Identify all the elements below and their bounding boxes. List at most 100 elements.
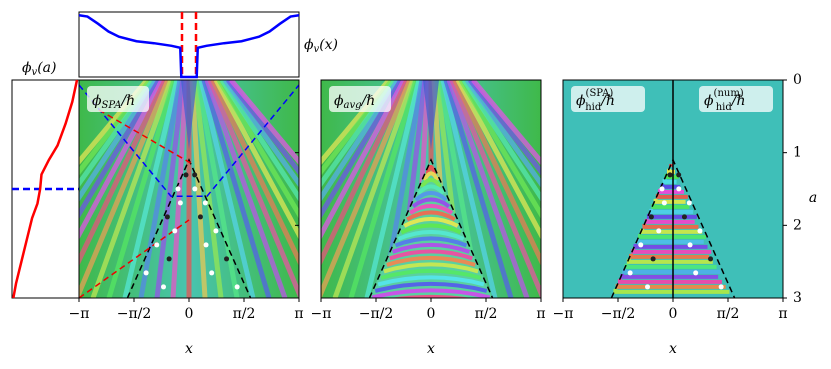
x-tick-label: 0	[427, 306, 436, 322]
label-box	[87, 86, 149, 112]
label-main: ϕ	[334, 93, 344, 109]
label-main: ϕ	[304, 37, 314, 53]
label-tail: /ℏ	[730, 93, 746, 109]
stripe	[213, 80, 299, 240]
arc-stripe	[419, 177, 443, 189]
stripe	[79, 80, 165, 240]
label: ϕ(num) hid/ℏ	[704, 88, 746, 113]
stripe	[229, 80, 299, 166]
label-tail: /ℏ	[599, 93, 615, 109]
axes-frame	[78, 11, 300, 78]
label-tail: /ℏ	[119, 93, 135, 109]
x-axis-label: x	[669, 341, 677, 357]
label-main: ϕ	[22, 60, 32, 76]
stripe	[321, 80, 398, 188]
stripe	[79, 80, 162, 220]
dot	[183, 172, 189, 178]
stripe	[443, 80, 514, 298]
dot	[697, 228, 703, 234]
dot	[681, 214, 687, 220]
dot	[656, 228, 662, 234]
dot	[224, 256, 230, 262]
arc-stripe	[414, 190, 448, 202]
stripe	[458, 80, 541, 220]
stripe	[321, 80, 410, 267]
label-sub: hid	[585, 102, 602, 113]
dot	[693, 270, 699, 276]
label-sub: v	[32, 67, 38, 78]
dot	[161, 284, 167, 290]
dot	[197, 214, 203, 220]
wave-stripe	[644, 218, 695, 224]
arc-stripe	[403, 216, 459, 228]
y-tick-label: 0	[793, 72, 802, 88]
wave-stripe	[655, 193, 688, 199]
stripe	[321, 80, 401, 202]
x-tick-label: π/2	[475, 306, 498, 322]
stripe	[321, 80, 404, 220]
arc-stripe	[400, 223, 462, 235]
dot	[203, 242, 209, 248]
dot	[676, 186, 682, 192]
stripe	[207, 80, 299, 298]
y-tick-label: 1	[793, 145, 802, 161]
dashed-triangle	[126, 158, 252, 298]
arc-stripe	[425, 164, 437, 175]
stripe	[449, 80, 541, 298]
x-tick-label: −π	[69, 306, 90, 322]
label-main: ϕ	[92, 93, 102, 109]
dot	[175, 186, 181, 192]
wave-stripe	[658, 188, 685, 194]
stripe	[348, 80, 419, 298]
stripe	[321, 80, 413, 298]
stripe	[189, 80, 208, 298]
arc-stripe	[397, 230, 465, 241]
wave-stripe	[629, 253, 710, 259]
label: ϕSPA/ℏ	[92, 93, 135, 111]
wave-stripe	[631, 248, 712, 254]
arc-stripe	[389, 249, 473, 261]
arc-stripe	[371, 288, 491, 298]
heatmap	[563, 80, 783, 298]
label-sup: (SPA)	[586, 88, 614, 99]
arc-stripe	[390, 294, 472, 298]
stripe	[216, 80, 299, 220]
arc-stripe	[391, 243, 471, 254]
stripe	[79, 80, 149, 166]
wave-stripe	[653, 198, 686, 204]
stripe	[79, 80, 152, 176]
x-tick-label: −π	[553, 306, 574, 322]
x-axis-label: x	[185, 341, 193, 357]
wave-stripe	[624, 263, 717, 269]
stripe	[90, 80, 174, 298]
label-sub: SPA	[102, 100, 122, 111]
stripe	[122, 80, 180, 298]
arc-stripe	[374, 281, 488, 293]
label-tail: /ℏ	[360, 93, 376, 109]
dot	[143, 270, 149, 276]
wave-stripe	[613, 288, 730, 294]
x-tick-label: −π/2	[601, 306, 636, 322]
x-tick-label: π/2	[233, 306, 256, 322]
stripe	[195, 80, 240, 298]
dot	[166, 256, 172, 262]
dot	[192, 172, 198, 178]
stripe	[79, 80, 159, 202]
stripe	[154, 80, 186, 298]
y-axis-label: a	[809, 190, 817, 206]
dot	[209, 270, 215, 276]
wave-stripe	[626, 258, 713, 264]
curve	[12, 79, 79, 299]
wave-stripe	[660, 183, 681, 189]
dot	[213, 228, 219, 234]
arc-stripe	[411, 197, 451, 209]
stripe	[440, 80, 498, 298]
stripe	[79, 80, 168, 267]
label-main: ϕ	[704, 93, 714, 109]
stripe	[461, 80, 541, 202]
dot	[154, 242, 160, 248]
stripe	[321, 80, 394, 176]
stripe	[79, 80, 171, 298]
x-tick-label: π/2	[717, 306, 740, 322]
